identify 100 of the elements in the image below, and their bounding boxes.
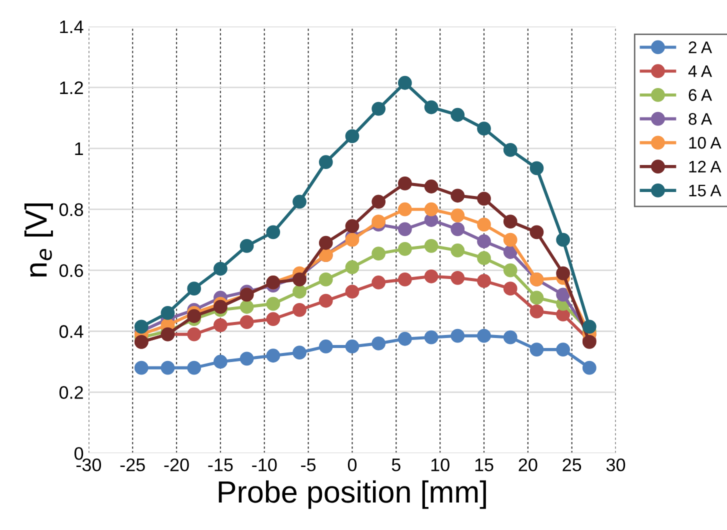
x-axis-title: Probe position [mm] [218,480,486,509]
point [214,262,228,276]
point [556,342,570,356]
point [266,312,280,326]
point [398,222,412,236]
point [134,360,148,375]
x-tick-label: -15 [208,458,233,472]
point [556,288,570,302]
point [292,302,306,317]
point [477,122,491,136]
x-tick-label: 0 [348,458,357,472]
y-tick-label: 1.4 [60,20,84,34]
point [556,266,570,280]
point [187,309,202,323]
legend-label: 8 A [688,113,712,125]
point [292,272,306,286]
y-tick-label: 0 [74,447,84,460]
point [345,232,360,247]
point [450,244,465,258]
point [450,108,465,122]
point [240,238,254,253]
point [530,225,544,240]
point [372,194,386,209]
point [424,238,438,253]
point [398,272,412,286]
point [240,300,254,314]
point [292,284,306,299]
legend-label: 6 A [688,89,712,101]
point [214,354,228,369]
point [503,263,518,278]
point [187,282,202,296]
point [345,129,360,144]
y-tick-label: 0.4 [59,325,84,338]
point [582,360,596,375]
y-tick-label: 1 [75,142,83,155]
point [292,194,306,209]
legend-label: 2 A [688,41,712,54]
point [345,340,360,354]
point [160,306,175,320]
point [424,100,438,114]
x-tick-label: 30 [606,458,626,472]
point [424,202,438,216]
point [450,222,465,236]
point [372,246,386,260]
point [318,294,333,308]
point [424,269,438,284]
point [477,192,491,206]
x-tick-label: 25 [562,458,582,472]
point [477,328,491,343]
point [477,251,491,266]
point [214,300,228,314]
point [240,352,254,366]
point [187,360,202,375]
point [530,304,544,318]
point [582,320,596,334]
point [398,332,412,346]
point [503,142,518,157]
point [450,208,465,222]
point [398,176,412,190]
point [134,320,148,334]
point [530,290,544,305]
point [503,282,518,296]
point [477,234,491,248]
point [372,276,386,290]
legend-label: 15 A [689,184,722,196]
point [477,218,491,232]
point [160,360,175,375]
y-tick-label: 0.6 [59,264,84,278]
y-axis-title: n$_{e}$ [V] [24,204,53,276]
point [266,348,280,363]
point [503,214,518,228]
point [345,284,360,299]
point [503,232,518,247]
legend-label: 12 A [689,160,722,172]
point [450,328,465,343]
x-tick-label: -25 [120,458,145,472]
point [450,270,465,285]
point [556,232,570,247]
x-tick-label: -30 [76,458,102,472]
point [214,318,228,332]
point [372,336,386,350]
point [318,272,333,286]
point [424,330,438,344]
x-tick-label: 10 [431,458,450,472]
point [398,242,412,256]
point [503,330,518,344]
point [372,214,386,228]
point [318,236,333,250]
point [398,76,412,90]
point [450,188,465,203]
point [372,102,386,116]
point [530,161,544,176]
y-tick-label: 1.2 [60,81,83,94]
point [318,155,333,170]
x-tick-label: 20 [518,458,538,472]
point [424,180,438,194]
point [345,260,360,274]
legend-label: 4 A [688,65,712,77]
point [345,219,360,234]
point [187,327,202,342]
